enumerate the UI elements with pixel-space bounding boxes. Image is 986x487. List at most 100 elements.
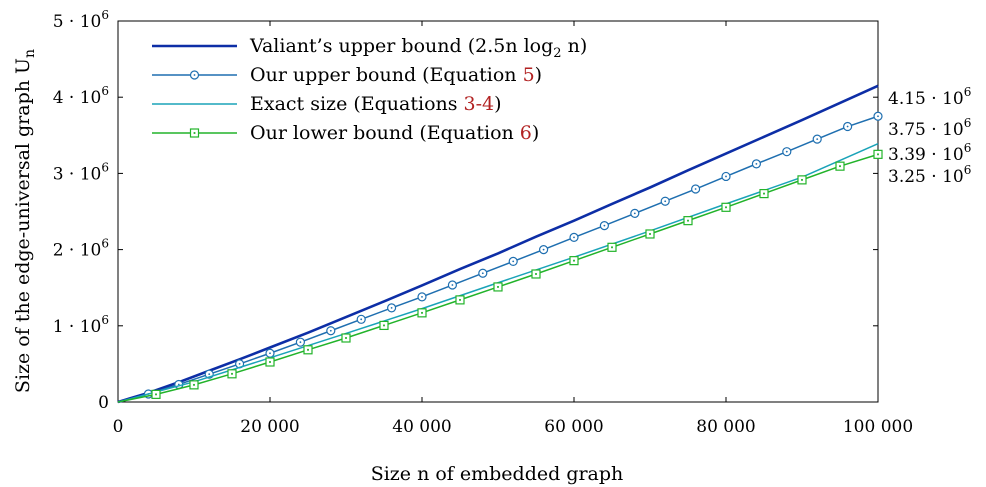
legend-entry-tail: ) — [532, 122, 539, 144]
series-2-point-dot — [512, 260, 515, 263]
y-axis-label: Size of the edge-universal graph Un — [12, 49, 38, 393]
x-axis-label: Size n of embedded graph — [371, 463, 624, 485]
legend-entry-text: Valiant’s upper bound (2.5n log — [249, 35, 553, 57]
y-tick-label-exponent: 6 — [101, 160, 109, 174]
series-2-point-dot — [238, 363, 241, 365]
y-tick-label-main: 4 · 10 — [53, 88, 102, 108]
legend-entry-tail: n) — [562, 35, 588, 57]
legend-entry-equation-ref: 6 — [520, 122, 532, 144]
series-4-point-dot — [459, 298, 461, 301]
end-value-label-3: 3.39 · 106 — [888, 141, 971, 165]
end-value-label-exponent: 6 — [964, 116, 972, 130]
legend-marker-2-dot — [193, 74, 196, 76]
series-2-point-dot — [603, 224, 606, 227]
series-4-point-dot — [307, 348, 309, 351]
legend-entry-tail: ) — [535, 64, 542, 86]
series-2-point-dot — [846, 125, 849, 128]
x-tick-label: 100 000 — [843, 417, 913, 437]
end-value-label-main: 3.25 · 10 — [888, 167, 964, 187]
end-value-label-exponent: 6 — [964, 141, 972, 155]
series-4-point-dot — [497, 286, 499, 288]
y-axis-label-subscript: n — [22, 49, 38, 58]
series-4-point-dot — [269, 361, 271, 363]
series-2-point-dot — [816, 138, 819, 141]
legend-entry-1: Valiant’s upper bound (2.5n log2 n) — [249, 35, 587, 61]
series-line-2 — [117, 115, 879, 403]
y-tick-label: 5 · 106 — [53, 8, 109, 32]
legend-entry-3: Exact size (Equations 3-4) — [250, 93, 502, 115]
series-2-point-dot — [269, 352, 271, 355]
legend-entry-text: Exact size (Equations — [250, 93, 464, 115]
series-4-point-dot — [535, 273, 537, 275]
legend-entry-text: Our lower bound (Equation — [250, 122, 520, 144]
end-value-label-main: 3.39 · 10 — [888, 145, 964, 165]
y-tick-label-exponent: 6 — [101, 313, 109, 327]
plot-frame — [117, 20, 879, 403]
y-tick-label: 1 · 106 — [53, 313, 109, 337]
series-2-point-dot — [664, 200, 667, 203]
series-4-point-dot — [231, 372, 233, 375]
series-2-point-dot — [299, 341, 302, 344]
x-tick-label: 40 000 — [392, 417, 451, 437]
legend-entry-subscript: 2 — [553, 46, 561, 61]
x-tick-label: 60 000 — [544, 417, 603, 437]
end-value-label-main: 4.15 · 10 — [888, 89, 964, 109]
y-axis-label-main: Size of the edge-universal graph U — [12, 58, 34, 393]
y-tick-label: 2 · 106 — [53, 237, 109, 261]
end-value-label-2: 3.75 · 106 — [888, 116, 971, 140]
series-4-point-dot — [611, 246, 613, 249]
series-2-point-dot — [573, 236, 575, 239]
end-value-label-1: 4.15 · 106 — [888, 85, 971, 109]
series-2-point-dot — [390, 306, 393, 309]
x-tick-label: 80 000 — [696, 417, 755, 437]
series-2-point-dot — [725, 175, 727, 178]
series-2-point-dot — [208, 373, 211, 376]
end-value-label-exponent: 6 — [964, 163, 972, 177]
series-4-point-dot — [649, 233, 651, 235]
y-tick-label: 4 · 106 — [53, 84, 109, 108]
y-tick-label-main: 2 · 10 — [53, 241, 102, 261]
y-tick-label-main: 5 · 10 — [53, 12, 102, 32]
series-2-point-dot — [421, 295, 423, 298]
series-2-point-dot — [360, 318, 363, 321]
y-tick-label-exponent: 6 — [101, 84, 109, 98]
series-4-point-dot — [877, 153, 879, 156]
x-tick-label: 0 — [113, 417, 124, 437]
series-4-point-dot — [573, 259, 575, 262]
legend-entry-4: Our lower bound (Equation 6) — [250, 122, 539, 144]
series-4-point-dot — [801, 178, 803, 181]
legend-entry-equation-ref: 5 — [523, 64, 535, 86]
series-4-point-dot — [725, 206, 727, 209]
series-2-point-dot — [329, 329, 332, 332]
series-4-point-dot — [383, 324, 385, 327]
series-4-point-dot — [345, 337, 347, 339]
series-2-point-dot — [755, 162, 758, 165]
series-2-point-dot — [785, 150, 788, 153]
series-2-point-dot — [177, 383, 180, 386]
plot-lines — [117, 84, 883, 404]
series-2-point-dot — [451, 284, 454, 286]
y-tick-label-main: 3 · 10 — [53, 164, 102, 184]
y-tick-label-main: 0 — [98, 393, 109, 413]
series-4-point-dot — [687, 219, 689, 222]
legend-entry-tail: ) — [494, 93, 501, 115]
series-2-point-dot — [481, 272, 484, 275]
x-tick-label: 20 000 — [240, 417, 299, 437]
series-2-point-dot — [877, 115, 879, 118]
series-line-1 — [117, 84, 879, 404]
y-tick-label-exponent: 6 — [101, 8, 109, 22]
y-tick-label-exponent: 6 — [101, 237, 109, 251]
legend-entry-2: Our upper bound (Equation 5) — [250, 64, 542, 86]
legend-marker-4-dot — [193, 132, 196, 134]
series-2-point-dot — [633, 212, 636, 215]
series-2-point-dot — [694, 188, 697, 190]
y-tick-label-main: 1 · 10 — [53, 317, 102, 337]
end-value-label-4: 3.25 · 106 — [888, 163, 971, 187]
series-4-point-dot — [193, 383, 195, 386]
legend-entry-text: Our upper bound (Equation — [250, 64, 523, 86]
series-4-point-dot — [421, 311, 423, 314]
series-4-point-dot — [155, 393, 157, 396]
